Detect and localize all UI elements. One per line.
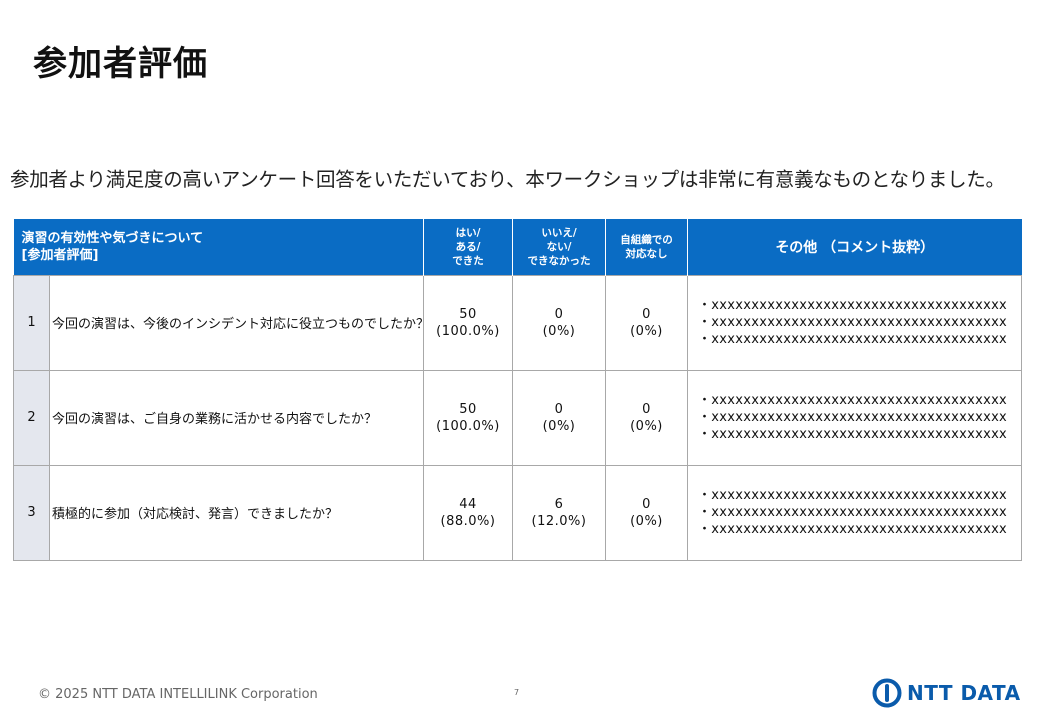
question-text: 積極的に参加（対応検討、発言）できましたか？ (49, 464, 424, 561)
header-yes: はい/ ある/ できた (423, 219, 513, 275)
comment-line: ・xxxxxxxxxxxxxxxxxxxxxxxxxxxxxxxxxxxxx (698, 332, 1008, 347)
na-cell: 0 (0%) (605, 274, 688, 371)
no-percent: (0%) (542, 323, 576, 339)
na-count: 0 (642, 401, 651, 417)
comment-line: ・xxxxxxxxxxxxxxxxxxxxxxxxxxxxxxxxxxxxx (698, 427, 1008, 442)
no-count: 0 (554, 401, 564, 417)
no-percent: (0%) (542, 418, 576, 434)
no-cell: 0 (0%) (512, 369, 606, 466)
comments-cell: ・xxxxxxxxxxxxxxxxxxxxxxxxxxxxxxxxxxxxx ・… (687, 274, 1022, 371)
header-na-line1: 自組織での (620, 233, 673, 246)
table-row: 2 今回の演習は、ご自身の業務に活かせる内容でしたか？ 50 (100.0%) … (13, 369, 1022, 466)
na-percent: (0%) (630, 513, 663, 529)
row-number: 2 (13, 369, 50, 466)
lead-text: 参加者より満足度の高いアンケート回答をいただいており、本ワークショップは非常に有… (10, 168, 1005, 191)
header-yes-line1: はい/ (455, 226, 481, 239)
yes-count: 44 (459, 496, 477, 512)
na-cell: 0 (0%) (605, 464, 688, 561)
header-main-line2: [参加者評価] (21, 247, 99, 263)
comments-cell: ・xxxxxxxxxxxxxxxxxxxxxxxxxxxxxxxxxxxxx ・… (687, 369, 1022, 466)
no-count: 0 (554, 306, 564, 322)
yes-cell: 50 (100.0%) (423, 369, 513, 466)
yes-percent: (88.0%) (440, 513, 496, 529)
header-no-line2: ない/ (546, 240, 572, 253)
header-not-applicable: 自組織での 対応なし (605, 219, 688, 275)
header-no-line1: いいえ/ (541, 226, 577, 239)
header-no-line3: できなかった (527, 254, 591, 267)
no-cell: 6 (12.0%) (512, 464, 606, 561)
na-count: 0 (642, 306, 651, 322)
ntt-data-logo: NTT DATA (872, 678, 1021, 708)
header-other-comments: その他 （コメント抜粋） (687, 219, 1022, 275)
table-header-row: 演習の有効性や気づきについて [参加者評価] はい/ ある/ できた いいえ/ … (13, 219, 1022, 275)
header-yes-line3: できた (452, 254, 484, 267)
yes-cell: 44 (88.0%) (423, 464, 513, 561)
table-row: 3 積極的に参加（対応検討、発言）できましたか？ 44 (88.0%) 6 (1… (13, 464, 1022, 561)
header-main: 演習の有効性や気づきについて [参加者評価] (13, 219, 424, 275)
no-percent: (12.0%) (531, 513, 587, 529)
ntt-data-logo-text: NTT DATA (907, 681, 1021, 705)
comment-line: ・xxxxxxxxxxxxxxxxxxxxxxxxxxxxxxxxxxxxx (698, 522, 1008, 537)
header-main-line1: 演習の有効性や気づきについて (21, 230, 204, 246)
copyright-text: © 2025 NTT DATA INTELLILINK Corporation (38, 687, 318, 702)
comment-line: ・xxxxxxxxxxxxxxxxxxxxxxxxxxxxxxxxxxxxx (698, 315, 1008, 330)
comment-line: ・xxxxxxxxxxxxxxxxxxxxxxxxxxxxxxxxxxxxx (698, 298, 1008, 313)
comment-line: ・xxxxxxxxxxxxxxxxxxxxxxxxxxxxxxxxxxxxx (698, 488, 1008, 503)
comments-cell: ・xxxxxxxxxxxxxxxxxxxxxxxxxxxxxxxxxxxxx ・… (687, 464, 1022, 561)
na-count: 0 (642, 496, 651, 512)
yes-count: 50 (459, 401, 477, 417)
yes-percent: (100.0%) (436, 323, 500, 339)
na-percent: (0%) (630, 418, 663, 434)
question-text: 今回の演習は、今後のインシデント対応に役立つものでしたか？ (49, 274, 429, 371)
na-cell: 0 (0%) (605, 369, 688, 466)
comment-line: ・xxxxxxxxxxxxxxxxxxxxxxxxxxxxxxxxxxxxx (698, 410, 1008, 425)
comment-line: ・xxxxxxxxxxxxxxxxxxxxxxxxxxxxxxxxxxxxx (698, 393, 1008, 408)
na-percent: (0%) (630, 323, 663, 339)
ntt-data-logo-icon (872, 678, 902, 708)
row-number: 3 (13, 464, 50, 561)
no-count: 6 (554, 496, 564, 512)
header-na-line2: 対応なし (625, 247, 668, 260)
row-number: 1 (13, 274, 50, 371)
yes-count: 50 (459, 306, 477, 322)
no-cell: 0 (0%) (512, 274, 606, 371)
comment-line: ・xxxxxxxxxxxxxxxxxxxxxxxxxxxxxxxxxxxxx (698, 505, 1008, 520)
evaluation-table: 演習の有効性や気づきについて [参加者評価] はい/ ある/ できた いいえ/ … (13, 219, 1022, 561)
question-text: 今回の演習は、ご自身の業務に活かせる内容でしたか？ (49, 369, 424, 466)
yes-cell: 50 (100.0%) (423, 274, 513, 371)
table-row: 1 今回の演習は、今後のインシデント対応に役立つものでしたか？ 50 (100.… (13, 274, 1022, 371)
page-number: 7 (514, 688, 520, 697)
header-yes-line2: ある/ (455, 240, 481, 253)
yes-percent: (100.0%) (436, 418, 500, 434)
page-title: 参加者評価 (33, 44, 208, 84)
header-no: いいえ/ ない/ できなかった (512, 219, 606, 275)
